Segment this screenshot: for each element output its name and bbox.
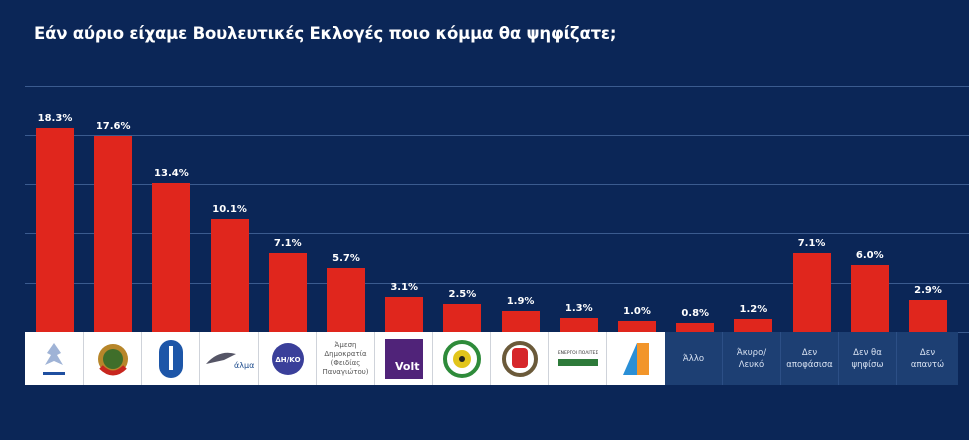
- bar: [734, 318, 773, 332]
- volt-logo: Volt: [384, 338, 423, 379]
- bar: [850, 265, 889, 332]
- gridline: [25, 233, 969, 234]
- gridline: [25, 135, 969, 136]
- shield-logo-icon: [158, 339, 183, 378]
- eagle-logo-icon: [43, 342, 65, 375]
- energoi-logo-icon: ΕΝΕΡΓΟΙ ΠΟΛΙΤΕΣ: [557, 350, 598, 366]
- bar: [94, 135, 133, 332]
- party-logo-elam: [491, 332, 549, 385]
- gridline: [25, 86, 969, 87]
- category-wont-vote: Δεν θα ψηφίσω: [839, 332, 897, 385]
- party-logo-alma: άλμα: [200, 332, 259, 385]
- bar-value-label: 1.9%: [506, 295, 535, 307]
- bar-value-label: 2.9%: [914, 284, 942, 296]
- party-logo-energoi: ΕΝΕΡΓΟΙ ΠΟΛΙΤΕΣ: [549, 332, 607, 385]
- bar-value-label: 6.0%: [855, 250, 884, 262]
- bar-value-label: 18.3%: [37, 112, 73, 124]
- party-logo-amesi: Άμεση Δημοκρατία (Φειδίας Παναγιώτου): [317, 332, 375, 385]
- category-other: Άλλο: [665, 332, 723, 385]
- bar-value-label: 5.7%: [332, 253, 360, 265]
- bar: [501, 310, 540, 332]
- bar: [36, 127, 74, 332]
- bar: [152, 182, 191, 332]
- bar-value-label: 13.4%: [154, 167, 189, 179]
- diko-text: ΔΗ/ΚΟ: [275, 356, 300, 364]
- bar: [443, 304, 482, 332]
- bar: [909, 299, 947, 332]
- diko-logo-icon: ΔΗ/ΚΟ: [271, 342, 304, 375]
- bar: [210, 219, 249, 332]
- alma-logo-icon: άλμα: [206, 352, 254, 370]
- party-logo-blue: [142, 332, 200, 385]
- bar: [268, 252, 307, 332]
- figure-logo-icon: [623, 342, 649, 375]
- bar-value-label: 7.1%: [273, 237, 302, 249]
- party-logo-disy: [25, 332, 84, 385]
- bar-value-label: 3.1%: [390, 282, 419, 294]
- bar-value-label: 1.2%: [739, 303, 768, 315]
- bar: [385, 297, 424, 332]
- party-logo-last: [607, 332, 665, 385]
- bar-value-label: 10.1%: [212, 204, 247, 216]
- bar: [792, 252, 831, 332]
- energoi-text: ΕΝΕΡΓΟΙ ΠΟΛΙΤΕΣ: [557, 350, 597, 356]
- bar: [618, 320, 656, 332]
- bar-value-label: 1.3%: [564, 302, 593, 314]
- bar-value-label: 7.1%: [797, 237, 826, 249]
- flower-logo-icon: [442, 339, 481, 378]
- category-undecided: Δεν αποφάσισα: [781, 332, 839, 385]
- bar: [327, 268, 365, 332]
- bar-value-label: 0.8%: [681, 308, 710, 320]
- fist-logo-icon: [501, 340, 538, 377]
- category-invalid-blank: Άκυρο/ Λευκό: [723, 332, 781, 385]
- bar: [676, 323, 715, 332]
- amesi-label: Άμεση Δημοκρατία (Φειδίας Παναγιώτου): [322, 340, 369, 376]
- party-logo-volt: Volt: [375, 332, 433, 385]
- bar: [559, 317, 598, 332]
- bar-value-label: 2.5%: [448, 289, 477, 301]
- party-logo-diko: ΔΗ/ΚΟ: [259, 332, 317, 385]
- chart-title: Εάν αύριο είχαμε Βουλευτικές Εκλογές ποι…: [34, 24, 617, 43]
- bar-value-label: 1.0%: [623, 305, 651, 317]
- gridline: [25, 184, 969, 185]
- party-logo-ecologists: [433, 332, 491, 385]
- party-logo-akel: [84, 332, 142, 385]
- bar-value-label: 17.6%: [95, 120, 131, 132]
- alma-text: άλμα: [234, 361, 254, 370]
- gridline: [25, 283, 969, 284]
- category-no-answer: Δεν απαντώ: [897, 332, 958, 385]
- akel-logo-icon: [97, 343, 128, 375]
